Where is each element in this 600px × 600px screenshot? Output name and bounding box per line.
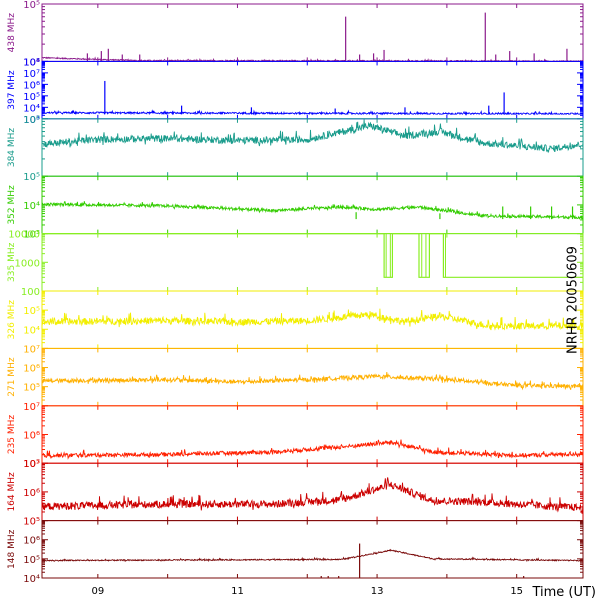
y-tick-label: 10⁵ [23, 383, 40, 394]
y-tick-label: 10⁵ [23, 555, 40, 566]
panel-frame [41, 118, 584, 177]
y-tick-label: 10⁸ [23, 57, 40, 68]
y-tick-label: 10⁷ [23, 459, 40, 470]
panel-frame [41, 3, 584, 62]
panel-label: 384 MHz [7, 128, 17, 168]
y-tick-label: 10³ [23, 230, 40, 241]
panel-label: 438 MHz [7, 13, 17, 53]
panel-label: 164 MHz [7, 472, 17, 512]
y-tick-label: 10⁴ [23, 57, 40, 68]
y-tick-label: 100 [21, 287, 40, 298]
panel-frame [41, 60, 584, 120]
x-tick-label: 13 [371, 586, 384, 597]
y-tick-label: 10⁵ [23, 0, 40, 11]
series-line-271-mhz [41, 372, 584, 391]
y-tick-label: 10⁵ [23, 459, 40, 470]
y-tick-label: 10⁴ [23, 325, 40, 336]
series-line-384-mhz [41, 119, 584, 154]
y-tick-label: 1000 [15, 258, 40, 269]
y-tick-label: 10⁵ [23, 517, 40, 528]
panel-label: 148 MHz [7, 529, 17, 569]
panel-label: 326 MHz [7, 300, 17, 340]
panel-frame [41, 233, 584, 292]
x-tick-label: 11 [231, 586, 244, 597]
series-line-148-mhz [41, 548, 584, 563]
y-tick-label: 10⁴ [23, 574, 40, 585]
y-tick-label: 10⁶ [23, 488, 40, 499]
y-tick-label: 10⁵ [23, 92, 40, 103]
y-tick-label: 10⁶ [23, 80, 40, 91]
panel-label: 271 MHz [7, 357, 17, 397]
y-tick-label: 10⁵ [23, 172, 40, 183]
y-tick-label: 10⁷ [23, 402, 40, 413]
panel-frame [41, 462, 584, 522]
series-line-335-mhz [42, 233, 583, 278]
y-tick-label: 10⁶ [23, 364, 40, 375]
panel-label: 397 MHz [7, 70, 17, 110]
y-tick-label: 10⁵ [23, 306, 40, 317]
panel-frame [41, 520, 584, 579]
y-tick-label: 10⁴ [23, 103, 40, 114]
y-tick-label: 10⁴ [23, 201, 40, 212]
panel-label: 335 MHz [7, 242, 17, 282]
panel-label: 235 MHz [7, 415, 17, 455]
y-tick-label: 10⁷ [23, 69, 40, 80]
y-tick-label: 10⁷ [23, 344, 40, 355]
y-tick-label: 10³ [23, 115, 40, 126]
x-tick-label: 15 [510, 586, 523, 597]
series-line-164-mhz [41, 477, 584, 514]
side-title-text: NRHR 20050609 [565, 246, 581, 354]
series-line-352-mhz [41, 201, 584, 220]
panel-label: 352 MHz [7, 185, 17, 225]
x-tick-label: 09 [91, 586, 104, 597]
y-tick-label: 10⁶ [23, 431, 40, 442]
series-line-326-mhz [41, 308, 584, 331]
y-tick-label: 10⁶ [23, 536, 40, 547]
x-axis-label: Time (UT) [531, 585, 596, 600]
series-line-438-mhz [41, 56, 584, 63]
panel-frame [41, 347, 584, 407]
series-line-235-mhz [42, 439, 584, 460]
y-tick-label: 10⁶ [23, 115, 40, 126]
y-tick-label: 10000 [8, 230, 40, 241]
series-line-397-mhz [41, 109, 584, 116]
